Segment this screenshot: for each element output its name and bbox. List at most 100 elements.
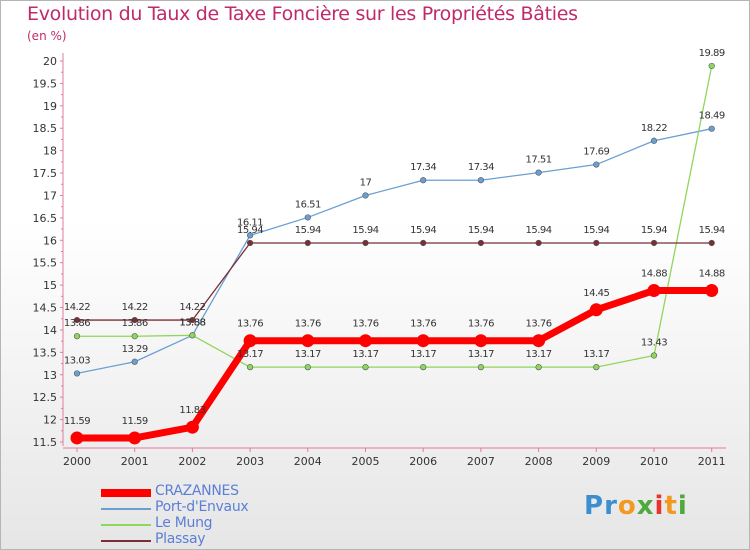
- x-tick-label: 2010: [640, 455, 668, 468]
- data-label: 13.88: [179, 317, 205, 328]
- data-point: [594, 364, 600, 370]
- x-tick-label: 2007: [467, 455, 495, 468]
- data-point: [301, 334, 314, 347]
- data-label: 11.59: [64, 416, 90, 427]
- data-point: [363, 364, 369, 370]
- logo-letter: r: [604, 491, 618, 521]
- logo-letter: o: [618, 491, 637, 521]
- logo-letter: x: [637, 491, 655, 521]
- data-label: 14.88: [641, 268, 667, 279]
- data-label: 15.94: [352, 225, 378, 236]
- data-point: [536, 170, 542, 176]
- data-point: [132, 359, 138, 365]
- data-point: [74, 333, 80, 339]
- data-label: 13.03: [64, 355, 90, 366]
- data-point: [363, 240, 369, 246]
- data-point: [709, 126, 715, 132]
- data-label: 17.69: [583, 147, 609, 158]
- chart-frame: Evolution du Taux de Taxe Foncière sur l…: [0, 0, 750, 550]
- data-point: [247, 364, 253, 370]
- data-label: 14.22: [179, 302, 205, 313]
- data-point: [359, 334, 372, 347]
- data-point: [651, 240, 657, 246]
- logo-letter: i: [678, 491, 688, 521]
- series-line-port-d-envaux: [77, 129, 712, 374]
- data-point: [651, 353, 657, 359]
- legend-swatch: [101, 540, 151, 542]
- logo-letter: P: [584, 491, 604, 521]
- data-label: 15.94: [526, 225, 552, 236]
- series-line-crazannes: [77, 290, 712, 437]
- y-tick-label: 18: [43, 145, 57, 158]
- data-point: [305, 364, 311, 370]
- data-label: 11.59: [122, 416, 148, 427]
- legend-swatch: [101, 524, 151, 526]
- data-label: 13.17: [352, 349, 378, 360]
- x-tick-label: 2005: [352, 455, 380, 468]
- y-tick-label: 16.5: [33, 212, 58, 225]
- x-tick-label: 2004: [294, 455, 322, 468]
- y-tick-label: 13.5: [33, 346, 58, 359]
- data-label: 14.88: [699, 268, 725, 279]
- legend-swatch: [101, 508, 151, 510]
- data-point: [709, 240, 715, 246]
- y-tick-label: 14: [43, 324, 57, 337]
- y-tick-label: 15: [43, 279, 57, 292]
- y-tick-label: 16: [43, 234, 57, 247]
- data-label: 13.76: [410, 319, 436, 330]
- legend-swatch: [101, 489, 151, 497]
- data-point: [363, 193, 369, 199]
- data-label: 17.51: [526, 155, 552, 166]
- data-point: [474, 334, 487, 347]
- data-label: 18.22: [641, 123, 667, 134]
- legend-label: CRAZANNES: [155, 483, 239, 499]
- logo-letter: i: [655, 491, 665, 521]
- x-tick-label: 2008: [525, 455, 553, 468]
- data-point: [594, 240, 600, 246]
- data-label: 13.76: [526, 319, 552, 330]
- data-point: [532, 334, 545, 347]
- line-chart: 11.51212.51313.51414.51515.51616.51717.5…: [1, 1, 749, 549]
- x-tick-label: 2009: [582, 455, 610, 468]
- y-tick-label: 17: [43, 189, 57, 202]
- data-point: [478, 177, 484, 183]
- proxiti-logo: Proxiti: [584, 491, 688, 521]
- y-tick-label: 19.5: [33, 77, 58, 90]
- data-point: [247, 240, 253, 246]
- data-label: 18.49: [699, 111, 725, 122]
- data-point: [74, 371, 80, 377]
- data-label: 11.83: [179, 405, 205, 416]
- y-tick-label: 13: [43, 369, 57, 382]
- y-tick-label: 18.5: [33, 122, 58, 135]
- data-label: 13.86: [122, 318, 148, 329]
- series-line-plassay: [77, 243, 712, 320]
- legend-label: Plassay: [155, 531, 205, 547]
- data-label: 13.29: [122, 344, 148, 355]
- data-label: 13.43: [641, 337, 667, 348]
- y-tick-label: 14.5: [33, 302, 58, 315]
- data-label: 17.34: [410, 162, 436, 173]
- x-tick-label: 2003: [236, 455, 264, 468]
- legend-label: Le Mung: [155, 515, 212, 531]
- data-label: 13.17: [237, 349, 263, 360]
- data-point: [71, 431, 84, 444]
- data-label: 14.22: [122, 302, 148, 313]
- y-tick-label: 15.5: [33, 257, 58, 270]
- y-tick-label: 12.5: [33, 391, 58, 404]
- data-point: [417, 334, 430, 347]
- data-point: [651, 138, 657, 144]
- data-label: 16.51: [295, 199, 321, 210]
- data-label: 13.17: [468, 349, 494, 360]
- data-point: [190, 333, 196, 339]
- data-label: 13.76: [237, 319, 263, 330]
- y-tick-label: 20: [43, 55, 57, 68]
- x-tick-label: 2006: [409, 455, 437, 468]
- data-label: 13.76: [468, 319, 494, 330]
- data-label: 13.17: [526, 349, 552, 360]
- data-point: [536, 240, 542, 246]
- logo-letter: t: [664, 491, 677, 521]
- x-tick-label: 2011: [698, 455, 726, 468]
- y-tick-label: 19: [43, 100, 57, 113]
- data-point: [648, 284, 661, 297]
- data-point: [132, 333, 138, 339]
